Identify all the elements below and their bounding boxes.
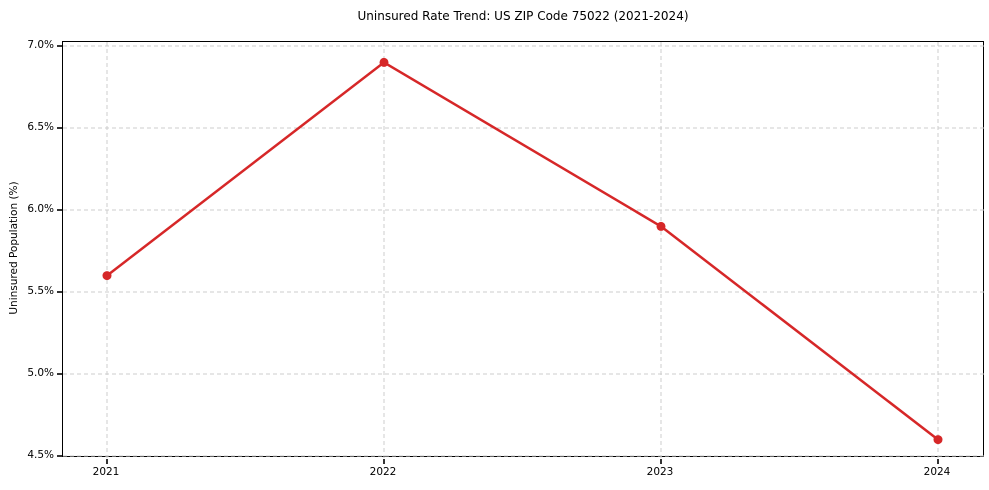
ytick-label-5: 5.0% [27, 367, 54, 379]
ytick-label-6: 6.0% [27, 203, 54, 215]
xtick-label-2021: 2021 [92, 466, 120, 478]
line-chart [57, 42, 985, 464]
ytick-label-5.5: 5.5% [27, 285, 54, 297]
ytick-label-6.5: 6.5% [27, 121, 54, 133]
chart-title: Uninsured Rate Trend: US ZIP Code 75022 … [357, 9, 689, 23]
data-point-2023 [656, 221, 666, 231]
data-point-2024 [933, 435, 943, 445]
xtick-label-2022: 2022 [369, 466, 397, 478]
data-point-2022 [379, 57, 389, 67]
xtick-label-2024: 2024 [923, 466, 951, 478]
ytick-label-4.5: 4.5% [27, 449, 54, 461]
ytick-label-7: 7.0% [27, 39, 54, 51]
trend-line [105, 61, 940, 441]
y-axis-label: Uninsured Population (%) [8, 181, 20, 315]
plot-area [57, 41, 985, 464]
data-point-2021 [102, 271, 112, 281]
xtick-label-2023: 2023 [646, 466, 674, 478]
